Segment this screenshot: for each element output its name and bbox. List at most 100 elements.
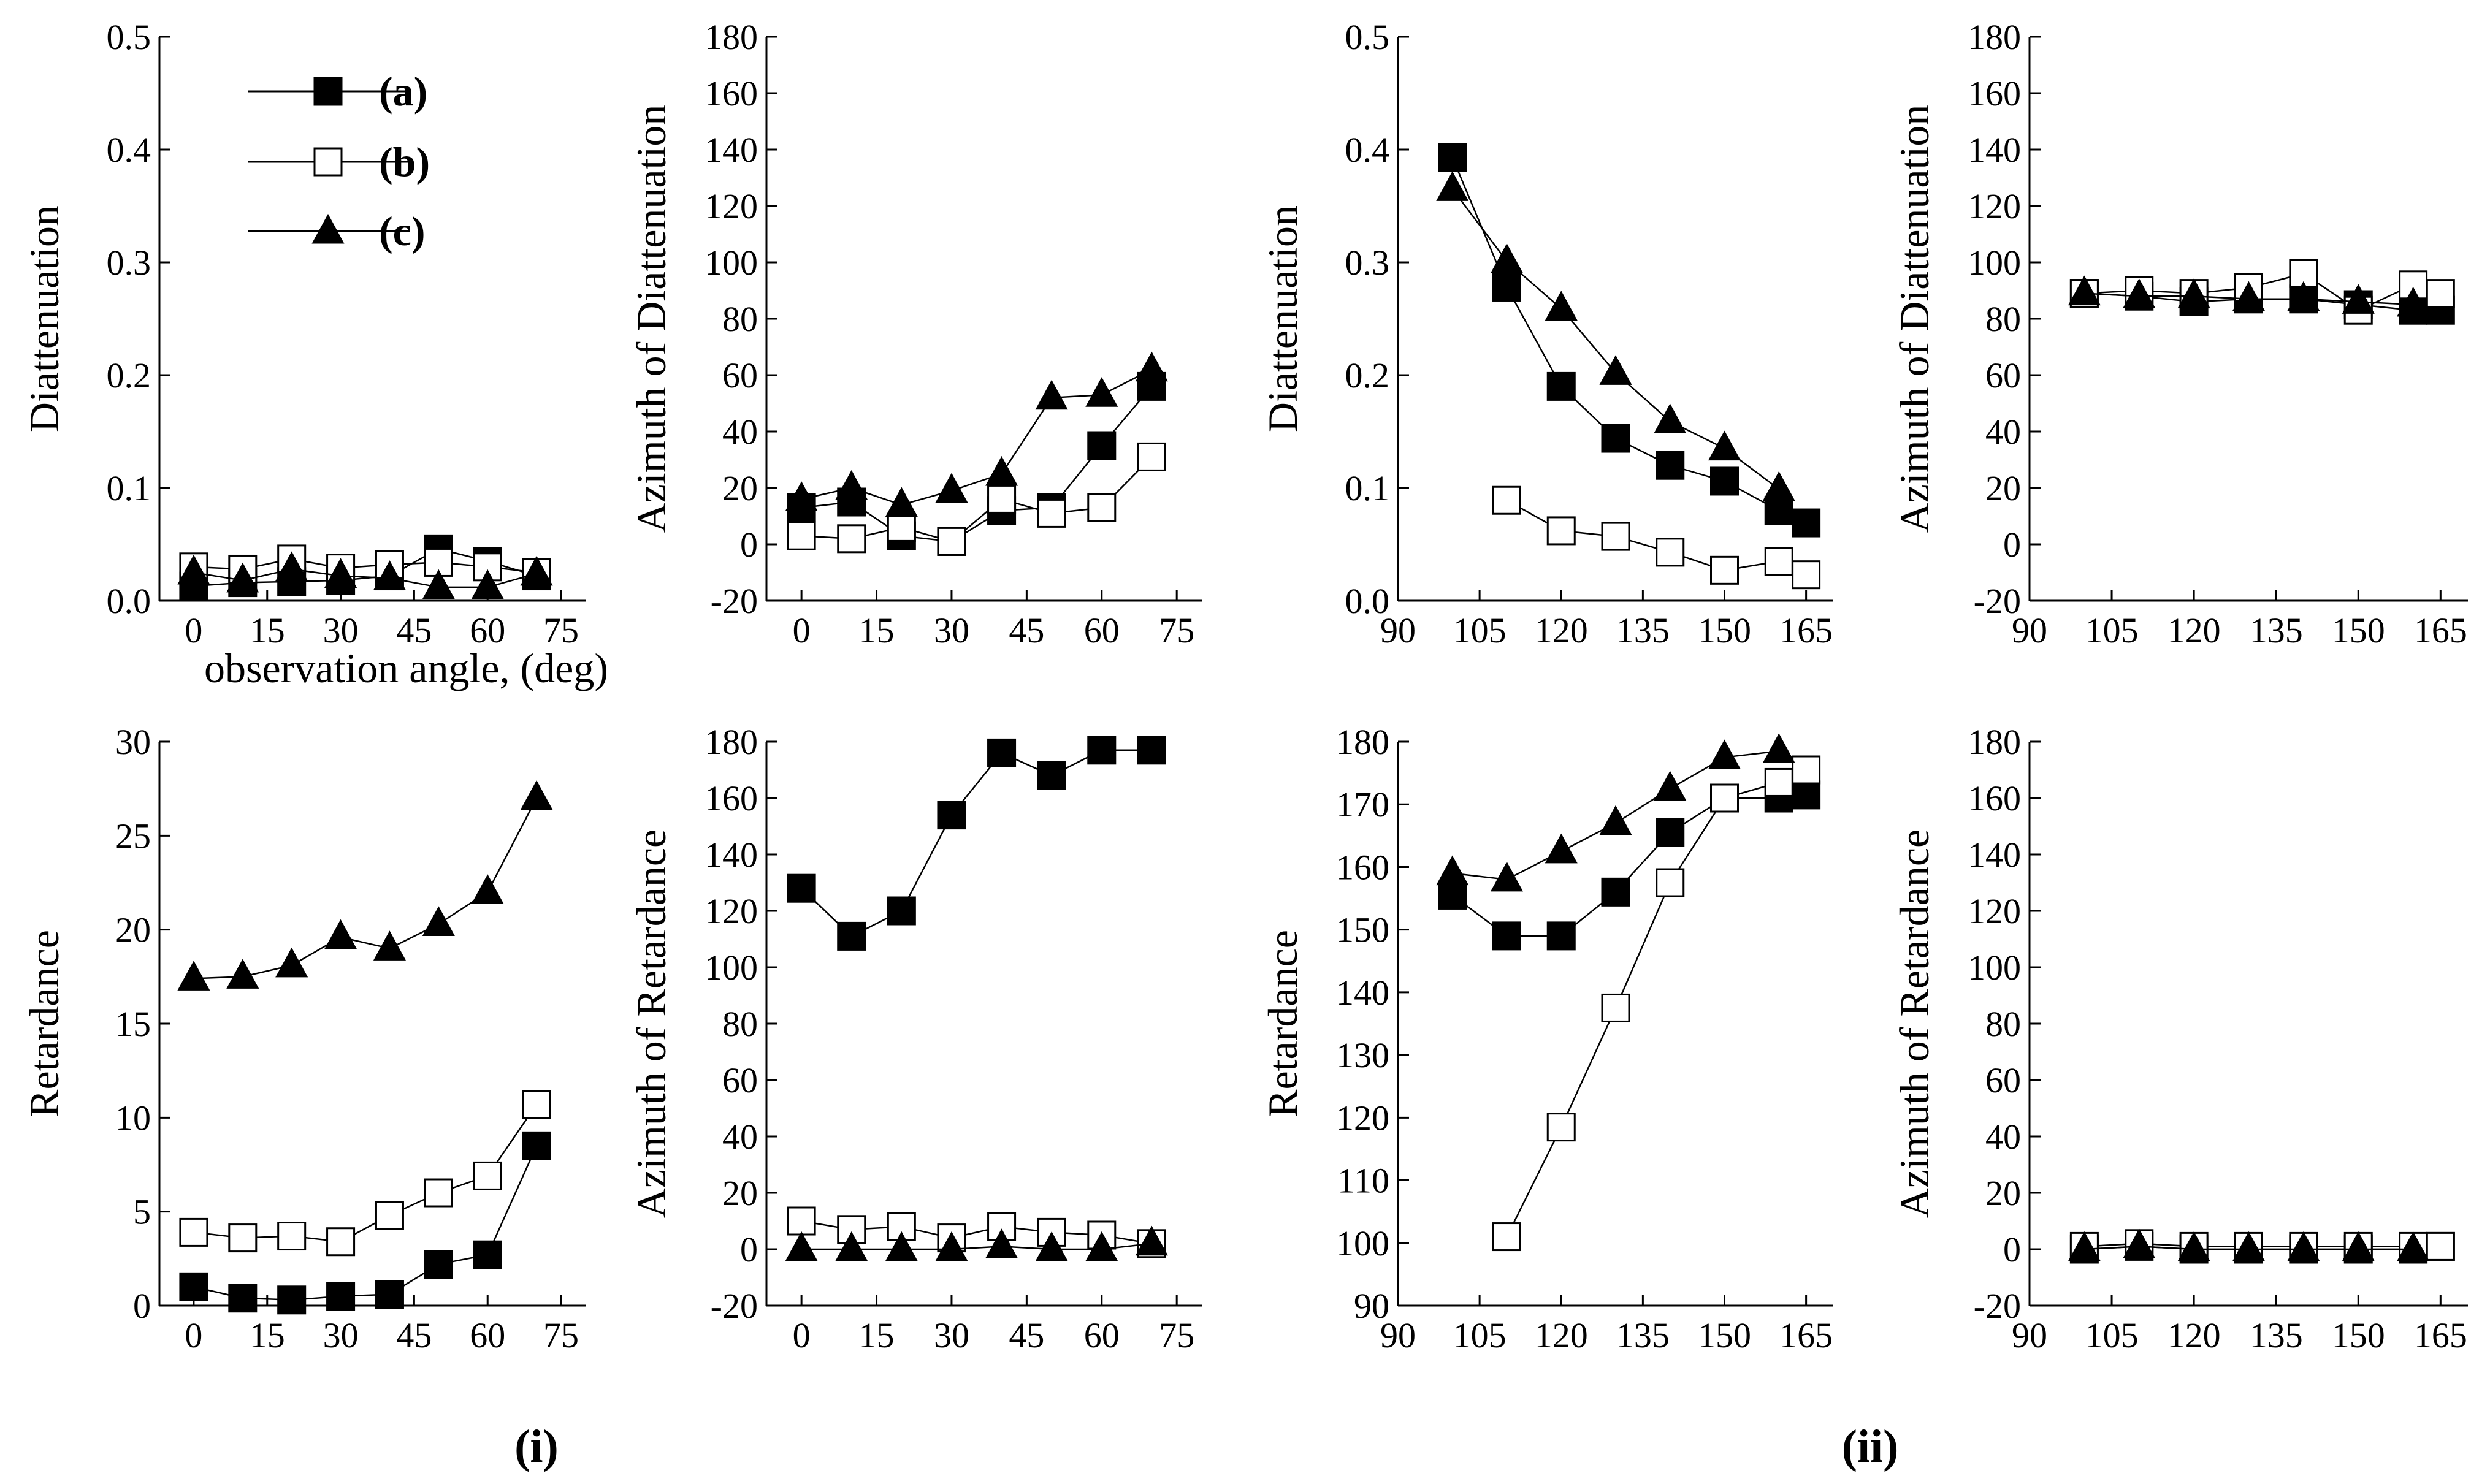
data-point-c <box>885 1231 918 1261</box>
data-point-a <box>1601 424 1630 453</box>
data-point-c <box>2177 1231 2210 1261</box>
chart-i-retardance: 0 5 10 15 20 25 30 0 15 30 45 60 75 Retardance <box>21 722 586 1355</box>
y-tick-label: 100 <box>1968 948 2021 987</box>
data-point-c <box>2342 1231 2375 1261</box>
y-tick-label: 180 <box>1968 17 2021 57</box>
x-tick-label: 0 <box>793 1315 811 1355</box>
data-point-b <box>1546 516 1576 546</box>
data-point-b <box>787 1206 816 1236</box>
y-tick-label: 20 <box>722 468 758 508</box>
y-tick-label: -20 <box>1974 581 2021 621</box>
data-point-c <box>935 1231 968 1261</box>
chart-i-azimuth-retardance: -20 0 20 40 60 80 100 120 140 160 180 0 15 30 45 60 75 Az… <box>628 722 1202 1355</box>
data-point-b <box>1137 442 1166 471</box>
y-tick-label: 0.1 <box>1345 468 1390 508</box>
y-axis-title: Diattenuation <box>21 205 67 432</box>
legend-entry-b: (b) <box>248 139 430 185</box>
data-point-c <box>1436 855 1469 886</box>
y-tick-label: 40 <box>722 1117 758 1157</box>
y-tick-label: 0.2 <box>107 356 151 395</box>
y-tick-label: 80 <box>722 299 758 339</box>
x-tick-label: 165 <box>2414 1315 2467 1355</box>
x-tick-label: 60 <box>470 611 505 650</box>
y-tick-label: 0.2 <box>1345 356 1390 395</box>
x-tick-label: 105 <box>1453 1315 1507 1355</box>
data-point-c <box>1545 833 1578 864</box>
data-point-b <box>1601 993 1630 1022</box>
y-tick-label: 140 <box>1336 973 1389 1013</box>
data-point-a <box>987 738 1017 767</box>
data-point-b <box>937 527 966 556</box>
data-point-a <box>837 921 866 951</box>
y-tick-label: 15 <box>115 1004 151 1044</box>
x-tick-label: 15 <box>250 1315 285 1355</box>
data-point-a <box>179 1272 208 1301</box>
legend-label-a: (a) <box>379 68 427 115</box>
y-tick-label: 100 <box>1336 1223 1389 1263</box>
data-point-c <box>1490 243 1524 273</box>
chart-i-diattenuation: 0.0 0.1 0.2 0.3 0.4 0.5 0 15 30 45 60 75 Diattenuati… <box>21 17 608 691</box>
data-point-c <box>2123 278 2156 308</box>
data-point-b <box>1087 493 1117 522</box>
data-point-b <box>424 1178 453 1208</box>
data-point-c <box>373 930 406 961</box>
data-point-a <box>1710 466 1739 496</box>
data-point-c <box>1490 861 1524 892</box>
data-point-c <box>1035 1231 1068 1261</box>
y-tick-label: 5 <box>133 1192 151 1232</box>
data-point-a <box>1546 921 1576 951</box>
x-tick-label: 60 <box>1084 1315 1120 1355</box>
data-point-c <box>177 961 210 991</box>
y-tick-label: 100 <box>705 243 758 283</box>
x-tick-label: 75 <box>543 1315 579 1355</box>
x-tick-label: 60 <box>470 1315 505 1355</box>
data-point-b <box>1764 767 1793 797</box>
data-point-c <box>324 558 357 588</box>
data-point-c <box>1135 351 1168 382</box>
y-tick-label: 25 <box>115 816 151 856</box>
data-point-b <box>1601 522 1630 551</box>
x-tick-label: 165 <box>2414 611 2467 650</box>
y-tick-label: 0.0 <box>1345 581 1390 621</box>
y-tick-label: 120 <box>705 186 758 226</box>
x-tick-label: 30 <box>323 1315 359 1355</box>
chart-i-azimuth-diattenuation: -20 0 20 40 60 80 100 120 140 160 180 0 15 30 45 60 75 Az… <box>628 17 1202 650</box>
data-point-a <box>1656 818 1685 847</box>
x-tick-label: 30 <box>934 1315 969 1355</box>
chart-ii-azimuth-retardance: -20 0 20 40 60 80 100 120 140 160 180 90 105 120 135 15… <box>1891 722 2468 1355</box>
y-tick-label: 120 <box>1336 1098 1389 1138</box>
data-point-c <box>885 487 918 517</box>
series-line-a <box>801 749 1152 937</box>
legend-entry-c: (c) <box>248 208 425 254</box>
data-point-c <box>985 1228 1018 1258</box>
y-tick-label: 0.4 <box>1345 130 1390 170</box>
x-tick-label: 0 <box>185 1315 202 1355</box>
data-point-c <box>1035 379 1068 410</box>
data-point-c <box>1599 805 1632 835</box>
y-tick-label: 180 <box>1336 722 1389 762</box>
data-point-a <box>787 873 816 903</box>
x-tick-label: 135 <box>2250 1315 2303 1355</box>
data-point-c <box>1708 430 1741 461</box>
y-tick-label: 80 <box>722 1004 758 1044</box>
y-tick-label: 140 <box>705 130 758 170</box>
data-point-b <box>1656 868 1685 897</box>
x-tick-label: 45 <box>396 1315 432 1355</box>
chart-ii-azimuth-diattenuation: -20 0 20 40 60 80 100 120 140 160 180 90 105 120 135 15… <box>1891 17 2468 650</box>
data-point-c <box>520 555 553 586</box>
y-tick-label: 20 <box>722 1173 758 1213</box>
y-tick-label: 140 <box>1968 130 2021 170</box>
data-point-c <box>835 470 868 500</box>
chart-panels: 0.0 0.1 0.2 0.3 0.4 0.5 0 15 30 45 60 75 Diattenuati… <box>21 17 2468 1355</box>
data-point-b <box>473 1161 502 1190</box>
data-point-b <box>179 1217 208 1247</box>
legend: (a) (b) (c) <box>248 68 430 254</box>
data-point-a <box>1087 736 1117 765</box>
data-point-c <box>177 554 210 585</box>
data-point-c <box>2397 1231 2430 1261</box>
x-tick-label: 15 <box>859 611 895 650</box>
data-point-b <box>1492 1222 1521 1252</box>
y-tick-label: 120 <box>1968 186 2021 226</box>
data-point-c <box>520 780 553 810</box>
x-axis-title: observation angle, (deg) <box>204 645 608 691</box>
